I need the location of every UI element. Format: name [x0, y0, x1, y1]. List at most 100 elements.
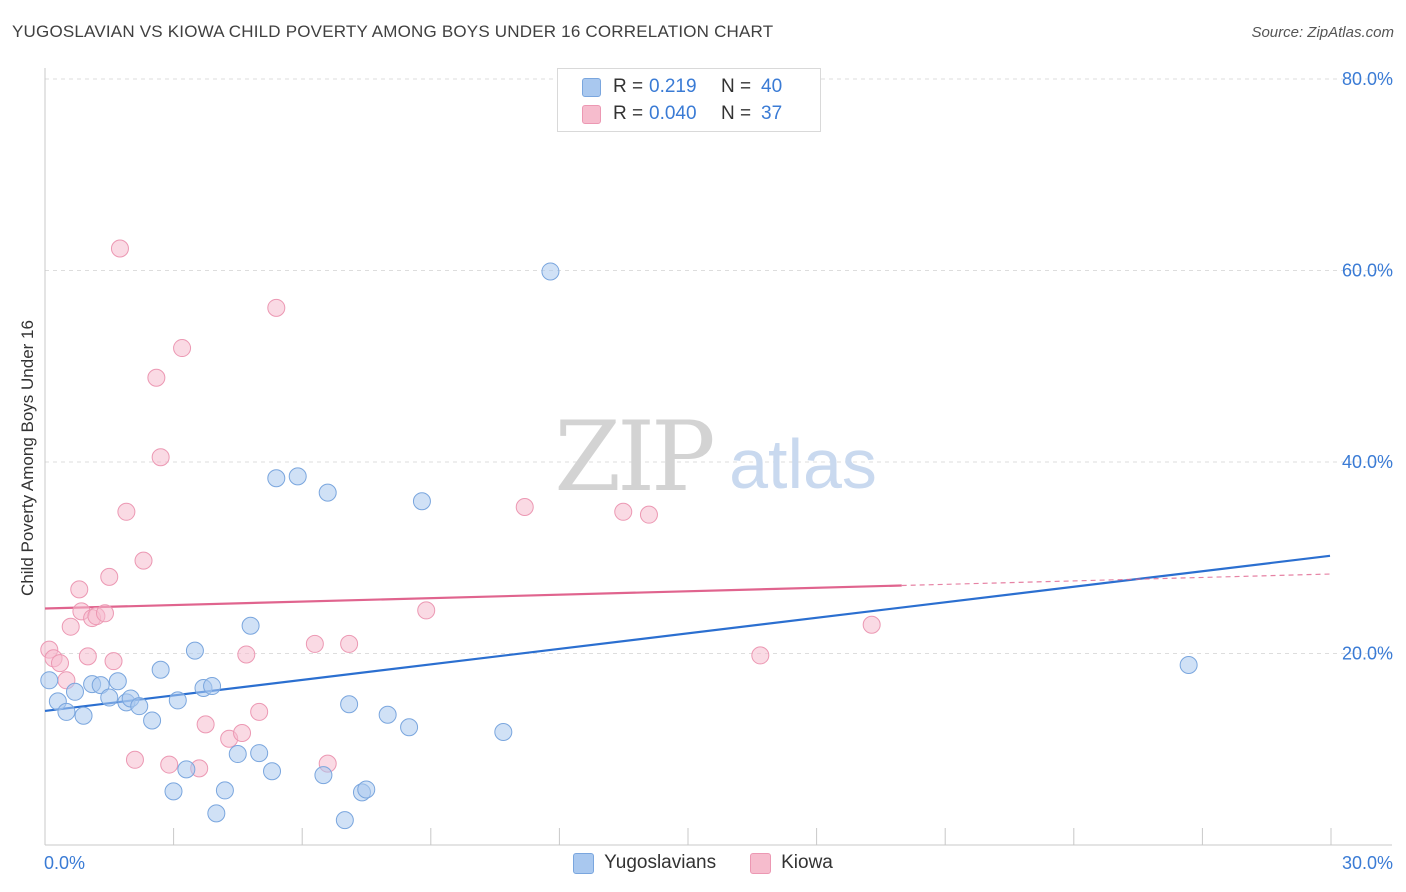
kiowa-trend-line-extension [901, 573, 1331, 587]
yugoslavian-points [40, 262, 1198, 830]
yugoslavian-point [108, 672, 127, 691]
yugoslavian-point [250, 744, 269, 763]
yugoslavian-point [164, 782, 183, 801]
chart-title: YUGOSLAVIAN VS KIOWA CHILD POVERTY AMONG… [12, 22, 774, 41]
legend-label-yugoslavians: Yugoslavians [604, 852, 717, 873]
legend-item-yugoslavians: Yugoslavians [573, 852, 716, 874]
yugoslavian-point [177, 760, 196, 779]
yugoslavian-point [288, 467, 307, 486]
legend-swatch-pink [582, 104, 601, 124]
y-tick-label: 20.0% [1342, 644, 1393, 664]
yugoslavian-point [267, 469, 286, 488]
yugoslavian-point [185, 641, 204, 660]
kiowa-point [267, 298, 286, 317]
yugoslavian-point [318, 483, 337, 502]
kiowa-point [78, 647, 97, 666]
kiowa-point [614, 502, 633, 521]
watermark-zip: ZIP [554, 401, 713, 513]
kiowa-point [515, 498, 534, 517]
legend-item-kiowa: Kiowa [750, 852, 833, 874]
legend-row-kiowa: R = 0.040 N = 37 [582, 102, 782, 126]
yugoslavian-point [340, 695, 359, 714]
yugoslavian-point [91, 676, 110, 695]
legend-swatch-blue [582, 77, 601, 97]
kiowa-point [117, 502, 136, 521]
legend-r-value: 0.040 [649, 103, 697, 124]
yugoslavian-point [168, 691, 187, 710]
grid-lines [45, 78, 1392, 654]
y-tick-label: 40.0% [1342, 452, 1393, 472]
legend-r-label: R = [613, 76, 644, 97]
axes [44, 68, 1392, 846]
kiowa-point [173, 339, 192, 358]
kiowa-point [751, 646, 770, 665]
series-legend: Yugoslavians Kiowa [0, 852, 1406, 874]
source-label: Source: ZipAtlas.com [1251, 24, 1394, 41]
yugoslavian-point [143, 711, 162, 730]
kiowa-point [862, 615, 881, 634]
yugoslavian-point [378, 705, 397, 724]
yugoslavian-point [100, 688, 119, 707]
yugoslavian-point [241, 616, 260, 635]
kiowa-point [151, 448, 170, 467]
kiowa-point [639, 505, 658, 524]
kiowa-point [233, 723, 252, 742]
yugoslavian-point [203, 677, 222, 696]
yugoslavian-point [228, 745, 247, 764]
kiowa-point [100, 567, 119, 586]
kiowa-point [110, 239, 129, 258]
kiowa-point [237, 645, 256, 664]
yugoslavian-point [57, 702, 76, 721]
kiowa-point [147, 368, 166, 387]
yugoslavian-point [412, 492, 431, 511]
trend-lines [44, 554, 1331, 713]
kiowa-point [134, 551, 153, 570]
legend-n-label: N = [721, 103, 752, 124]
yugoslavian-point [1179, 655, 1198, 674]
yugoslavian-point [65, 682, 84, 701]
yugoslavian-point [400, 718, 419, 737]
yugoslavian-point [40, 671, 59, 690]
kiowa-point [95, 604, 114, 623]
watermark: ZIP atlas [554, 401, 877, 513]
y-tick-label: 80.0% [1342, 69, 1393, 89]
yugoslavians-trend-line [44, 554, 1331, 713]
tick-labels: 20.0% 40.0% 60.0% 80.0% 0.0% 30.0% [44, 69, 1393, 873]
legend-r-value: 0.219 [649, 76, 697, 97]
legend-row-yugoslavians: R = 0.219 N = 40 [582, 75, 782, 99]
yugoslavian-point [207, 804, 226, 823]
yugoslavian-point [335, 811, 354, 830]
yugoslavian-point [151, 660, 170, 679]
kiowa-point [61, 617, 80, 636]
y-tick-label: 60.0% [1342, 261, 1393, 281]
kiowa-point [417, 601, 436, 620]
kiowa-point [160, 755, 179, 774]
yugoslavian-point [74, 706, 93, 725]
legend-n-label: N = [721, 76, 752, 97]
kiowa-point [70, 580, 89, 599]
kiowa-point [196, 715, 215, 734]
kiowa-point [125, 750, 144, 769]
x-tick-label-max: 30.0% [1342, 853, 1393, 873]
legend-n-value: 40 [761, 76, 783, 97]
yugoslavian-point [215, 781, 234, 800]
yugoslavian-point [263, 762, 282, 781]
kiowa-point [305, 634, 324, 653]
correlation-legend: R = 0.219 N = 40 R = 0.040 N = 37 [557, 68, 821, 132]
yugoslavian-point [357, 780, 376, 799]
kiowa-point [340, 634, 359, 653]
kiowa-point [50, 654, 69, 673]
legend-n-value: 37 [761, 103, 783, 124]
watermark-atlas: atlas [729, 425, 877, 503]
yugoslavian-point [130, 697, 149, 716]
y-axis-label: Child Poverty Among Boys Under 16 [18, 320, 37, 596]
x-tick-label-min: 0.0% [44, 853, 85, 873]
legend-swatch-pink [750, 852, 772, 874]
legend-label-kiowa: Kiowa [781, 852, 833, 873]
kiowa-point [104, 652, 123, 671]
kiowa-point [250, 702, 269, 721]
yugoslavian-point [494, 723, 513, 742]
kiowa-trend-line [44, 584, 902, 610]
yugoslavian-point [314, 766, 333, 785]
